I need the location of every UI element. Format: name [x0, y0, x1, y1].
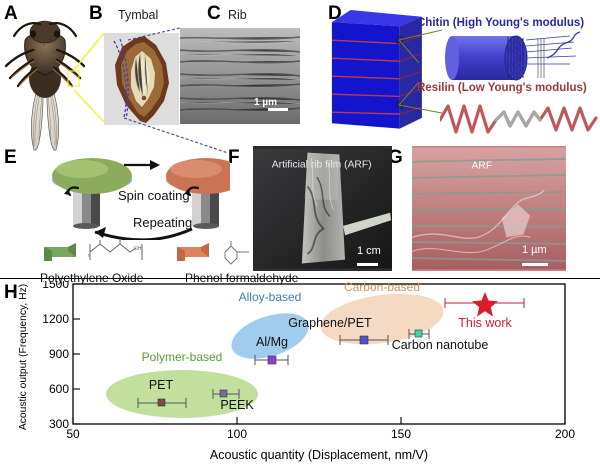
svg-text:900: 900 — [49, 347, 69, 361]
svg-text:Acoustic output (Frequency, Hz: Acoustic output (Frequency, Hz) — [18, 284, 29, 430]
svg-text:200: 200 — [555, 427, 575, 441]
svg-text:Graphene/PET: Graphene/PET — [288, 316, 372, 330]
svg-text:1500: 1500 — [42, 281, 69, 291]
svg-text:Alloy-based: Alloy-based — [239, 290, 302, 304]
svg-text:ARF: ARF — [472, 160, 493, 171]
svg-text:600: 600 — [49, 382, 69, 396]
svg-text:PET: PET — [149, 378, 174, 392]
svg-text:PEEK: PEEK — [220, 398, 254, 412]
svg-text:150: 150 — [391, 427, 411, 441]
svg-text:Al/Mg: Al/Mg — [256, 335, 288, 349]
svg-text:100: 100 — [227, 427, 247, 441]
svg-text:1200: 1200 — [42, 312, 69, 326]
svg-text:Acoustic quantity (Displacemen: Acoustic quantity (Displacement, nm/V) — [210, 448, 428, 462]
svg-text:This work: This work — [458, 316, 512, 330]
svg-text:Artificial rib film (ARF): Artificial rib film (ARF) — [272, 160, 372, 171]
svg-text:Carbon-based: Carbon-based — [344, 281, 420, 294]
svg-text:OH: OH — [134, 246, 142, 252]
svg-text:Polymer-based: Polymer-based — [142, 350, 223, 364]
svg-text:n: n — [88, 253, 91, 259]
svg-text:Carbon nanotube: Carbon nanotube — [392, 338, 489, 352]
svg-text:50: 50 — [66, 427, 80, 441]
